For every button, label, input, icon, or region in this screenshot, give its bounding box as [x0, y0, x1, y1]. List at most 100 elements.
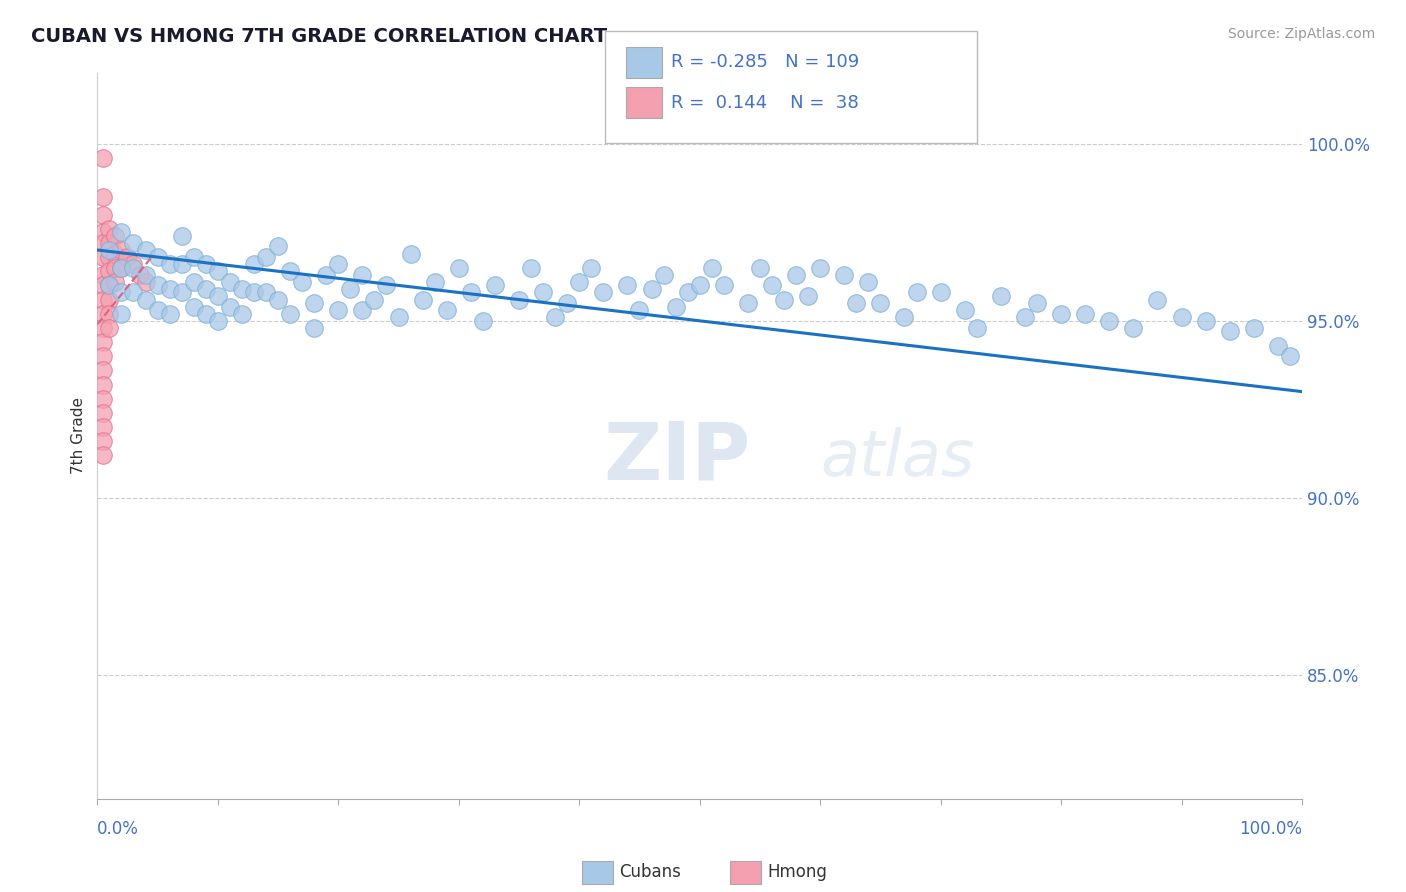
Point	[761, 278, 783, 293]
Point	[135, 268, 157, 282]
Text: 0.0%: 0.0%	[97, 820, 139, 838]
Point	[93, 321, 115, 335]
Point	[447, 260, 470, 275]
Point	[616, 278, 638, 293]
Point	[218, 275, 240, 289]
Point	[207, 314, 229, 328]
Point	[581, 260, 603, 275]
Point	[1267, 338, 1289, 352]
Point	[328, 257, 350, 271]
Point	[122, 285, 145, 300]
Point	[128, 268, 150, 282]
Point	[194, 307, 217, 321]
Point	[640, 282, 662, 296]
Point	[207, 264, 229, 278]
Point	[399, 246, 422, 260]
Point	[858, 275, 880, 289]
Text: R = -0.285   N = 109: R = -0.285 N = 109	[671, 54, 859, 71]
Point	[652, 268, 675, 282]
Point	[122, 235, 145, 250]
Point	[93, 334, 115, 349]
Point	[278, 264, 301, 278]
Point	[905, 285, 928, 300]
Point	[159, 307, 181, 321]
Point	[93, 307, 115, 321]
Point	[93, 448, 115, 462]
Point	[98, 307, 121, 321]
Point	[93, 235, 115, 250]
Point	[785, 268, 807, 282]
Point	[93, 250, 115, 264]
Point	[110, 260, 132, 275]
Point	[508, 293, 530, 307]
Point	[170, 228, 193, 243]
Point	[953, 303, 976, 318]
Point	[1195, 314, 1218, 328]
Point	[1170, 310, 1192, 325]
Point	[110, 225, 132, 239]
Point	[110, 243, 132, 257]
Point	[1074, 307, 1097, 321]
Point	[122, 260, 145, 275]
Point	[170, 285, 193, 300]
Point	[1050, 307, 1073, 321]
Point	[363, 293, 385, 307]
Point	[436, 303, 458, 318]
Point	[104, 260, 127, 275]
Point	[555, 296, 578, 310]
Point	[98, 235, 121, 250]
Point	[375, 278, 398, 293]
Point	[93, 434, 115, 449]
Point	[93, 420, 115, 434]
Point	[146, 278, 169, 293]
Point	[98, 250, 121, 264]
Point	[1098, 314, 1121, 328]
Point	[104, 228, 127, 243]
Point	[194, 257, 217, 271]
Point	[267, 239, 290, 253]
Point	[93, 208, 115, 222]
Point	[713, 278, 735, 293]
Point	[339, 282, 361, 296]
Point	[845, 296, 868, 310]
Point	[460, 285, 482, 300]
Point	[98, 221, 121, 235]
Point	[93, 392, 115, 406]
Point	[797, 289, 820, 303]
Point	[748, 260, 770, 275]
Point	[93, 151, 115, 165]
Point	[412, 293, 434, 307]
Point	[737, 296, 759, 310]
Point	[387, 310, 409, 325]
Point	[159, 257, 181, 271]
Point	[231, 307, 253, 321]
Point	[484, 278, 506, 293]
Point	[568, 275, 591, 289]
Point	[110, 260, 132, 275]
Point	[110, 285, 132, 300]
Point	[808, 260, 831, 275]
Point	[1243, 321, 1265, 335]
Point	[471, 314, 494, 328]
Point	[352, 268, 374, 282]
Point	[352, 303, 374, 318]
Point	[665, 300, 688, 314]
Point	[122, 257, 145, 271]
Y-axis label: 7th Grade: 7th Grade	[72, 397, 86, 475]
Point	[893, 310, 915, 325]
Point	[104, 246, 127, 260]
Point	[93, 225, 115, 239]
Point	[93, 377, 115, 392]
Point	[93, 363, 115, 377]
Point	[243, 257, 266, 271]
Point	[832, 268, 855, 282]
Point	[315, 268, 337, 282]
Point	[98, 321, 121, 335]
Point	[146, 250, 169, 264]
Point	[98, 264, 121, 278]
Point	[592, 285, 614, 300]
Point	[146, 303, 169, 318]
Point	[104, 275, 127, 289]
Point	[231, 282, 253, 296]
Text: Source: ZipAtlas.com: Source: ZipAtlas.com	[1227, 27, 1375, 41]
